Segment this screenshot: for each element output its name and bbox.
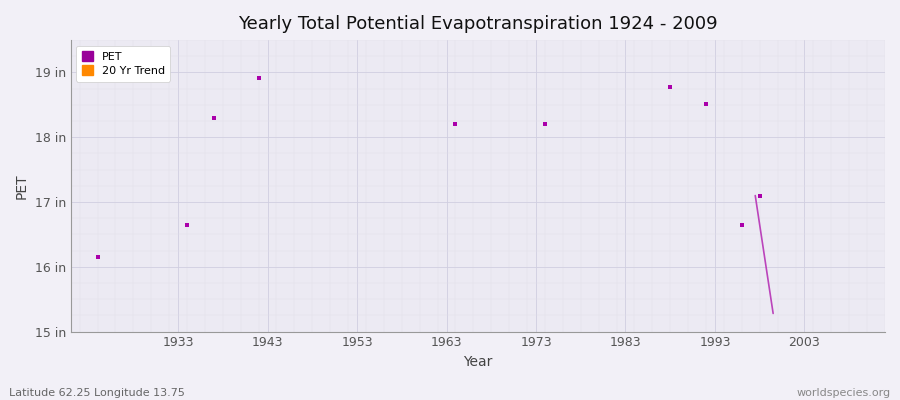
Point — [90, 254, 104, 260]
Point — [663, 84, 678, 90]
Text: worldspecies.org: worldspecies.org — [796, 388, 891, 398]
Point — [752, 192, 767, 199]
Point — [537, 121, 552, 128]
X-axis label: Year: Year — [464, 355, 492, 369]
Point — [251, 74, 266, 81]
Point — [180, 222, 194, 228]
Title: Yearly Total Potential Evapotranspiration 1924 - 2009: Yearly Total Potential Evapotranspiratio… — [238, 15, 717, 33]
Y-axis label: PET: PET — [15, 173, 29, 199]
Point — [734, 222, 749, 228]
Point — [207, 115, 221, 121]
Point — [448, 121, 463, 128]
Legend: PET, 20 Yr Trend: PET, 20 Yr Trend — [76, 46, 170, 82]
Text: Latitude 62.25 Longitude 13.75: Latitude 62.25 Longitude 13.75 — [9, 388, 184, 398]
Point — [698, 100, 713, 107]
